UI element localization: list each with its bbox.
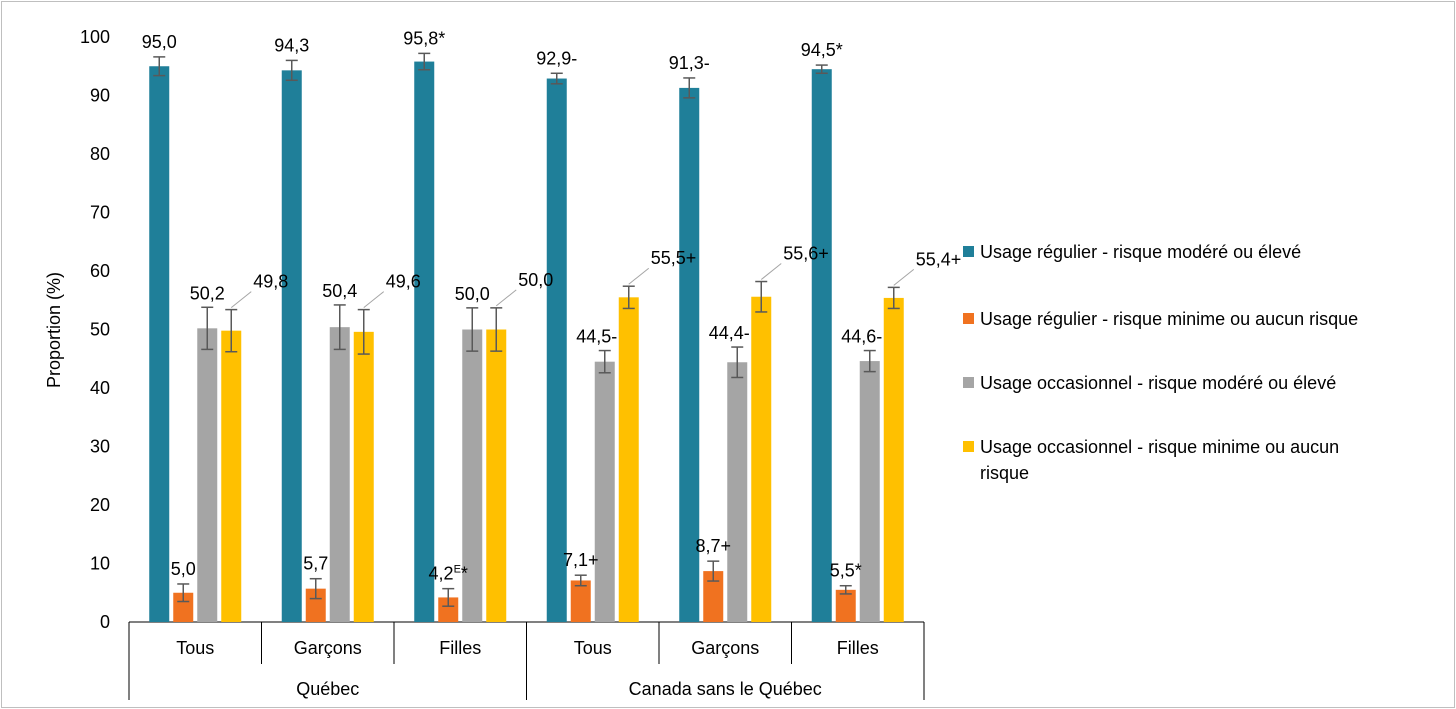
bar	[173, 592, 194, 622]
y-tick-label: 50	[90, 320, 110, 340]
category-label: Garçons	[294, 638, 362, 658]
y-tick-label: 80	[90, 144, 110, 164]
bar	[594, 361, 615, 622]
legend: Usage régulier - risque modéré ou élevé …	[963, 242, 1358, 483]
legend-swatch-occasional-minimal	[963, 441, 974, 452]
data-label: 44,5-	[576, 327, 617, 347]
bar	[883, 297, 904, 622]
bar	[197, 328, 218, 622]
bar	[462, 329, 483, 622]
bar	[414, 61, 435, 622]
y-tick-label: 30	[90, 437, 110, 457]
data-label: 5,5*	[830, 561, 862, 581]
legend-label-occasional-moderate: Usage occasionnel - risque modéré ou éle…	[980, 373, 1336, 393]
legend-item-regular-minimal: Usage régulier - risque minime ou aucun …	[963, 309, 1358, 329]
data-label: 95,0	[142, 32, 177, 52]
bar	[486, 329, 507, 622]
category-label: Filles	[837, 638, 879, 658]
y-tick-label: 90	[90, 86, 110, 106]
bar	[859, 361, 880, 622]
category-label: Tous	[176, 638, 214, 658]
data-label: 94,3	[274, 35, 309, 55]
bar	[751, 296, 772, 622]
bar	[281, 70, 302, 623]
y-tick-label: 10	[90, 554, 110, 574]
data-label: 95,8*	[403, 28, 445, 48]
axes-layer: 0 10 20 30 40 50 60 70 80 90 100 Tous Garçons Filles T…	[80, 27, 925, 700]
label-leader-line	[495, 289, 517, 307]
data-label: 8,7+	[695, 536, 731, 556]
category-label: Tous	[574, 638, 612, 658]
category-label: Garçons	[691, 638, 759, 658]
data-label: 44,4-	[709, 323, 750, 343]
data-label: 92,9-	[536, 48, 577, 68]
data-label: 91,3-	[669, 53, 710, 73]
bar	[727, 362, 748, 622]
group-label: Québec	[296, 679, 359, 699]
legend-item-occasional-moderate: Usage occasionnel - risque modéré ou éle…	[963, 373, 1336, 393]
legend-swatch-regular-moderate	[963, 246, 974, 257]
legend-label-regular-minimal: Usage régulier - risque minime ou aucun …	[980, 309, 1358, 329]
data-label: 7,1+	[563, 550, 599, 570]
data-label: 4,2E*	[429, 564, 468, 584]
label-leader-line	[628, 267, 650, 285]
y-tick-label: 70	[90, 203, 110, 223]
data-label: 49,6	[386, 272, 421, 292]
legend-label-regular-moderate: Usage régulier - risque modéré ou élevé	[980, 242, 1301, 262]
y-tick-label: 40	[90, 378, 110, 398]
bar	[618, 297, 639, 622]
data-label: 5,7	[303, 554, 328, 574]
bar	[835, 589, 856, 622]
bar	[221, 330, 242, 622]
bar	[353, 331, 374, 622]
data-label: 49,8	[253, 272, 288, 292]
y-tick-label: 0	[100, 612, 110, 632]
y-tick-label: 60	[90, 261, 110, 281]
label-leader-line	[893, 268, 915, 286]
bar	[149, 66, 170, 622]
legend-swatch-occasional-moderate	[963, 377, 974, 388]
y-axis-title: Proportion (%)	[44, 272, 64, 388]
bar	[329, 327, 350, 622]
category-label: Filles	[439, 638, 481, 658]
bar	[570, 580, 591, 622]
data-labels-layer: 95,0 94,3 95,8* 92,9- 91,3- 94,5* 5,0 5,7 4,2E* 7…	[142, 28, 962, 583]
data-label: 55,5+	[651, 248, 697, 268]
legend-item-regular-moderate: Usage régulier - risque modéré ou élevé	[963, 242, 1301, 262]
data-label: 50,4	[322, 281, 357, 301]
bar	[679, 87, 700, 622]
data-label: 44,6-	[841, 327, 882, 347]
bar	[703, 571, 724, 622]
data-label: 94,5*	[801, 40, 843, 60]
data-label: 50,0	[455, 284, 490, 304]
data-label: 55,4+	[916, 249, 962, 269]
legend-label-occasional-minimal-line2: risque	[980, 463, 1029, 483]
data-label: 55,6+	[783, 244, 829, 264]
label-leader-line	[230, 291, 252, 309]
data-label: 50,2	[190, 283, 225, 303]
bar	[438, 597, 459, 622]
bar	[546, 78, 567, 622]
data-label: 50,0	[518, 270, 553, 290]
group-label: Canada sans le Québec	[629, 679, 822, 699]
y-tick-label: 100	[80, 27, 110, 47]
legend-label-occasional-minimal-line1: Usage occasionnel - risque minime ou auc…	[980, 437, 1339, 457]
legend-item-occasional-minimal: Usage occasionnel - risque minime ou auc…	[963, 437, 1339, 483]
bar	[305, 588, 326, 622]
legend-swatch-regular-minimal	[963, 313, 974, 324]
bar	[811, 69, 832, 623]
data-label: 5,0	[171, 559, 196, 579]
label-leader-line	[363, 291, 385, 309]
bars-layer	[149, 52, 904, 623]
label-leader-line	[760, 263, 782, 280]
y-tick-label: 20	[90, 495, 110, 515]
